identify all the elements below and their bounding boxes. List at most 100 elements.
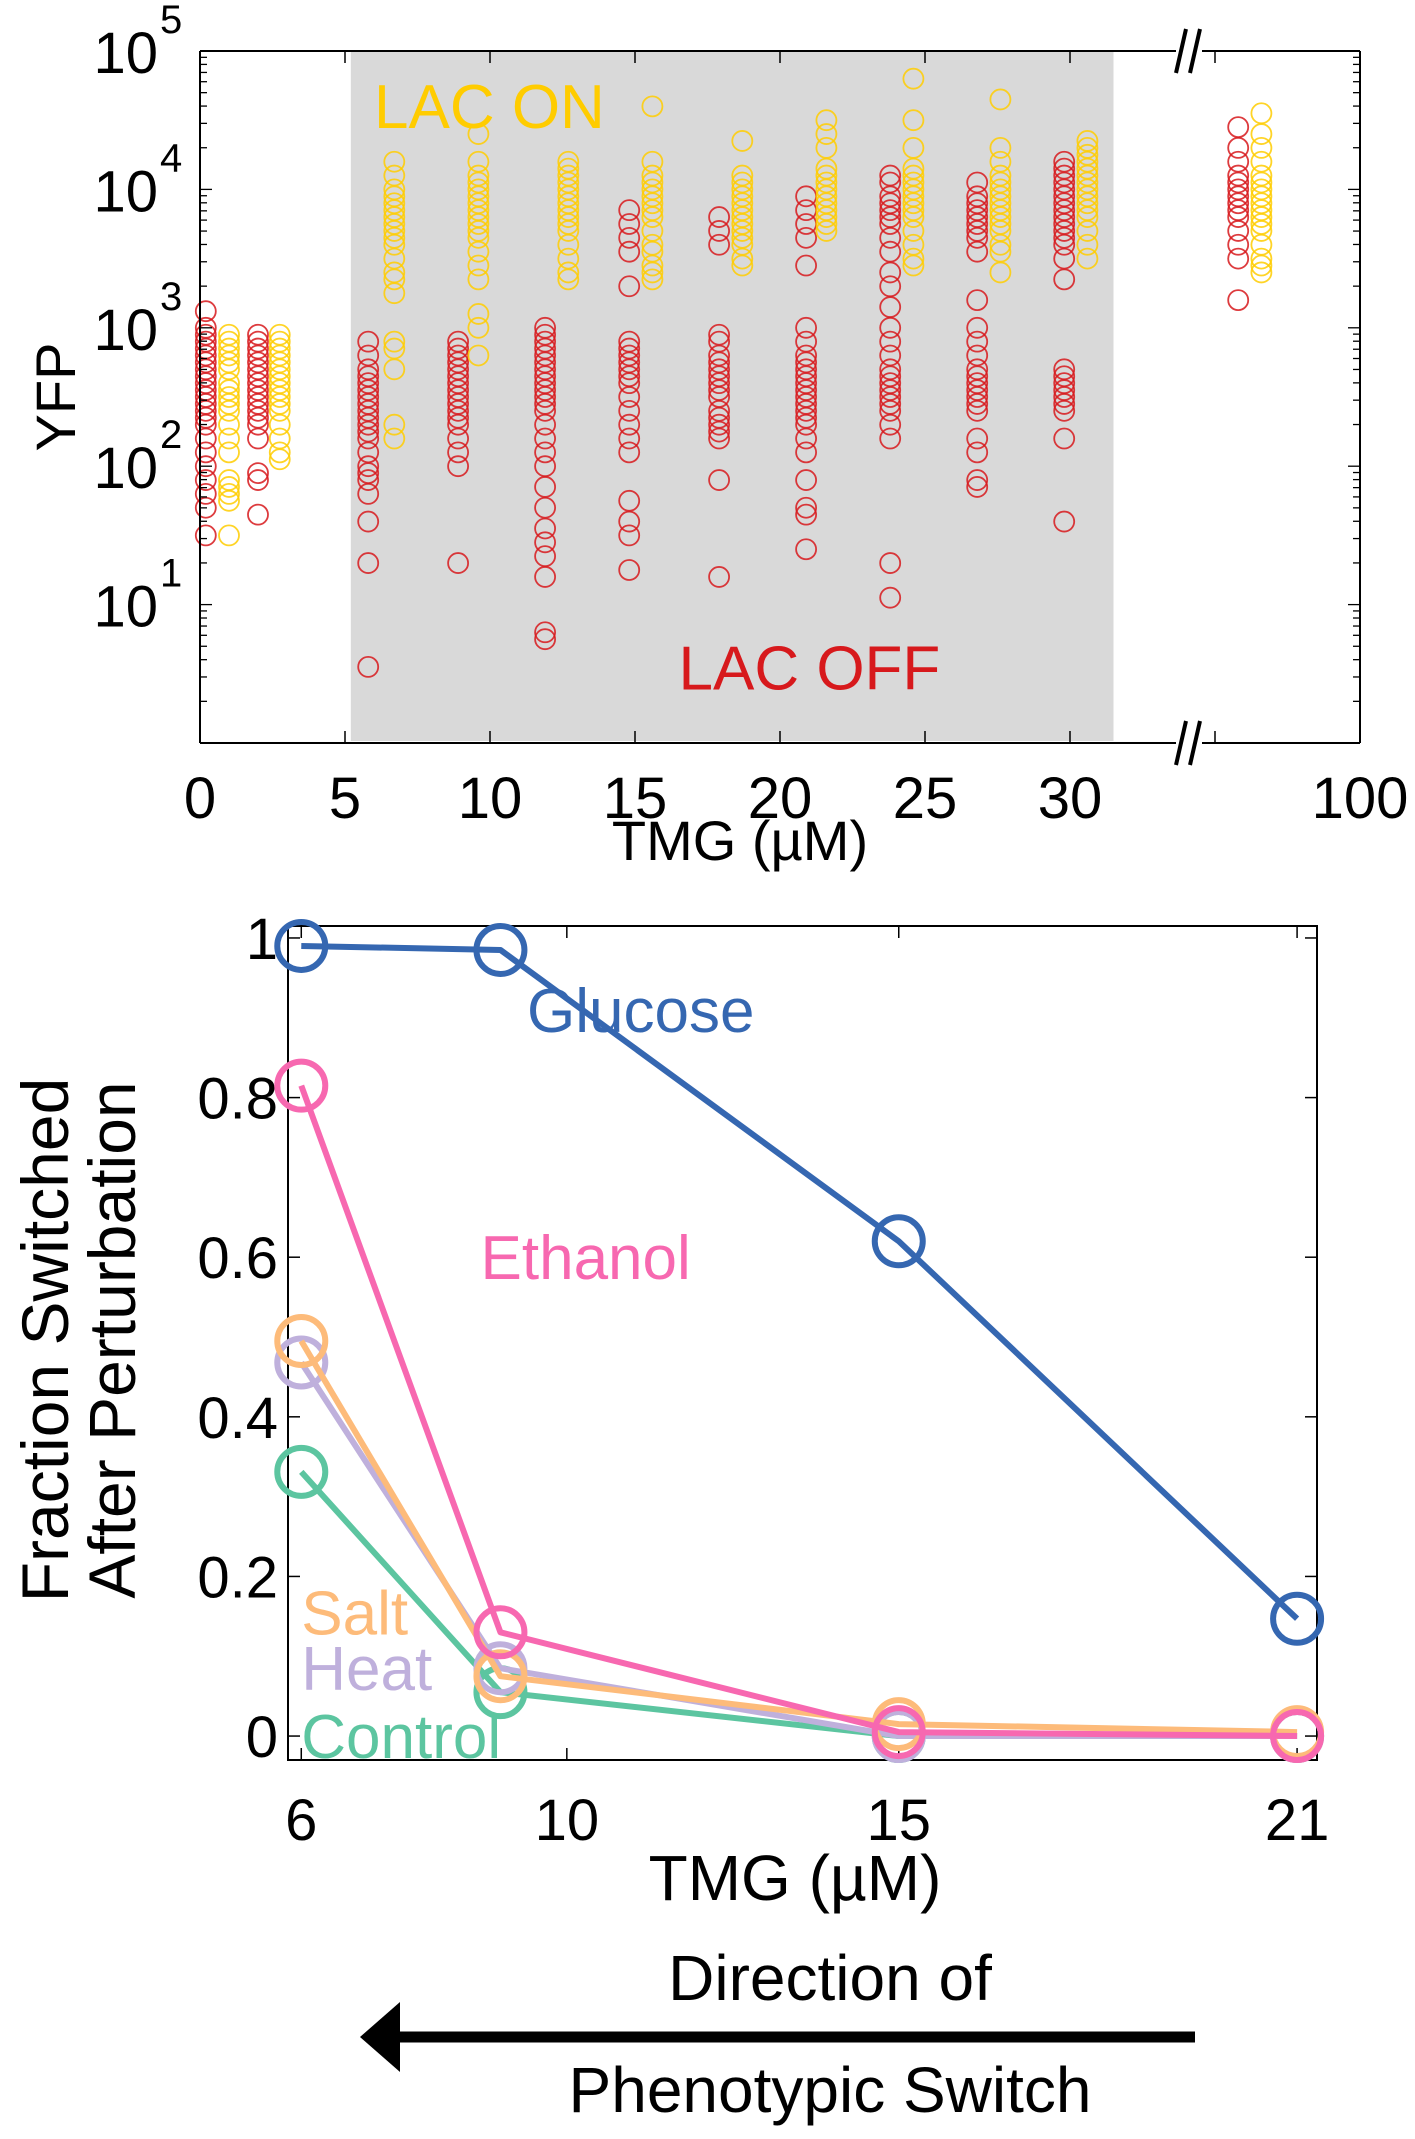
lac-off-point — [966, 469, 989, 491]
lac-off-point — [966, 427, 989, 450]
lac-off-point — [357, 330, 380, 353]
y-tick-label: 10 — [93, 436, 158, 501]
lac-on-point — [383, 427, 406, 450]
lac-off-point — [618, 427, 641, 450]
lac-off-point — [966, 330, 989, 353]
axes — [287, 925, 1318, 1761]
lac-off-point — [247, 462, 269, 485]
lac-on-point — [383, 220, 406, 242]
lac-off-point — [534, 441, 556, 464]
lac-off-point — [966, 226, 989, 249]
lac-off-point — [1053, 268, 1076, 291]
lac-off-point — [618, 240, 641, 263]
lac-off-point — [534, 413, 556, 436]
lac-on-point — [218, 524, 240, 547]
lac-off-point — [534, 427, 556, 450]
lac-off-point — [879, 213, 902, 235]
glucose-label: Glucose — [527, 977, 754, 1046]
lac-on-point — [218, 399, 240, 422]
lac-off-point — [1053, 427, 1076, 450]
x-axis-title: TMG (µM) — [649, 1842, 942, 1914]
lac-off-point — [708, 206, 730, 228]
lac-off-point — [247, 413, 269, 436]
axis-ticks: 6 10 15 21 0 0.2 0.4 0.6 0.8 1 — [197, 907, 1329, 1853]
lac-on-point — [1250, 206, 1273, 228]
y-axis-title: YFP — [24, 343, 87, 452]
lac-off-point — [1227, 192, 1250, 215]
lac-on-point — [467, 226, 490, 249]
lac-on-point — [557, 206, 580, 228]
lac-off-point — [879, 316, 902, 339]
lac-on-point — [641, 206, 664, 228]
lac-off-point — [194, 427, 217, 450]
lac-on-point — [1250, 247, 1273, 270]
ethanol-label: Ethanol — [481, 1224, 691, 1293]
lac-off-point — [534, 399, 556, 422]
axis-break-mark — [1188, 720, 1202, 766]
lac-on-point — [467, 254, 490, 277]
lac-off-point — [795, 503, 817, 526]
glucose-marker — [1270, 1591, 1325, 1646]
lac-on-point — [815, 220, 838, 242]
lac-off-point — [194, 441, 217, 464]
lac-on-point — [902, 220, 925, 242]
lac-on-point — [467, 316, 490, 339]
lac-off-point — [879, 199, 902, 222]
lac-off-point — [534, 628, 556, 651]
y-tick-label: 1 — [246, 907, 278, 972]
lac-off-point — [879, 586, 902, 609]
plot-frame — [287, 925, 1318, 1761]
control-label: Control — [301, 1703, 501, 1772]
lac-on-point — [1250, 254, 1273, 277]
heat-line — [298, 1360, 1298, 1740]
lac-on-point — [557, 268, 580, 291]
lac-off-point — [447, 399, 470, 422]
lac-off-point — [447, 552, 470, 574]
x-tick-label: 5 — [329, 766, 361, 831]
x-tick-label: 10 — [535, 1788, 600, 1853]
lac-on-point — [902, 247, 925, 270]
lac-on-point — [218, 482, 240, 505]
lac-on-point — [815, 213, 838, 235]
x-tick-label: 30 — [1038, 766, 1103, 831]
lac-off-point — [618, 559, 641, 581]
lac-off-point — [1053, 386, 1076, 408]
lac-on-point — [731, 247, 754, 270]
arrow-left-icon — [360, 2002, 400, 2072]
lac-on-point — [815, 206, 838, 228]
y-tick-exponent: 3 — [160, 275, 182, 319]
heat-marker — [274, 1335, 329, 1390]
lac-on-point — [989, 233, 1012, 256]
lac-off-point — [534, 531, 556, 554]
lac-on-point — [989, 261, 1012, 284]
lac-off-point — [357, 427, 380, 450]
heat-label: Heat — [301, 1635, 432, 1704]
lac-off-point — [247, 427, 269, 450]
lac-on-point — [1250, 136, 1273, 159]
lac-off-point — [708, 413, 730, 436]
lac-on-point — [557, 220, 580, 242]
lac-off-point — [879, 552, 902, 574]
lac-off-point — [1053, 393, 1076, 415]
lac-on-point — [467, 240, 490, 263]
lac-on-point — [383, 150, 406, 173]
lac-off-point — [357, 510, 380, 533]
axis-break-gap — [1176, 739, 1202, 747]
lac-off-point — [194, 524, 217, 547]
lac-off-point — [618, 213, 641, 235]
lac-off-point — [966, 393, 989, 415]
lac-off-point — [795, 413, 817, 436]
lac-off-point — [879, 427, 902, 450]
lac-on-point — [731, 130, 754, 152]
lac-off-point — [534, 566, 556, 588]
lac-off-point — [966, 316, 989, 339]
y-tick-label: 10 — [93, 298, 158, 363]
lac-off-point — [357, 482, 380, 505]
lac-off-point — [194, 469, 217, 491]
axis-break-mark — [1174, 720, 1188, 766]
y-tick-label: 0.6 — [197, 1226, 278, 1291]
lac-on-point — [383, 330, 406, 353]
lac-on-point — [218, 489, 240, 512]
lac-off-point — [795, 399, 817, 422]
